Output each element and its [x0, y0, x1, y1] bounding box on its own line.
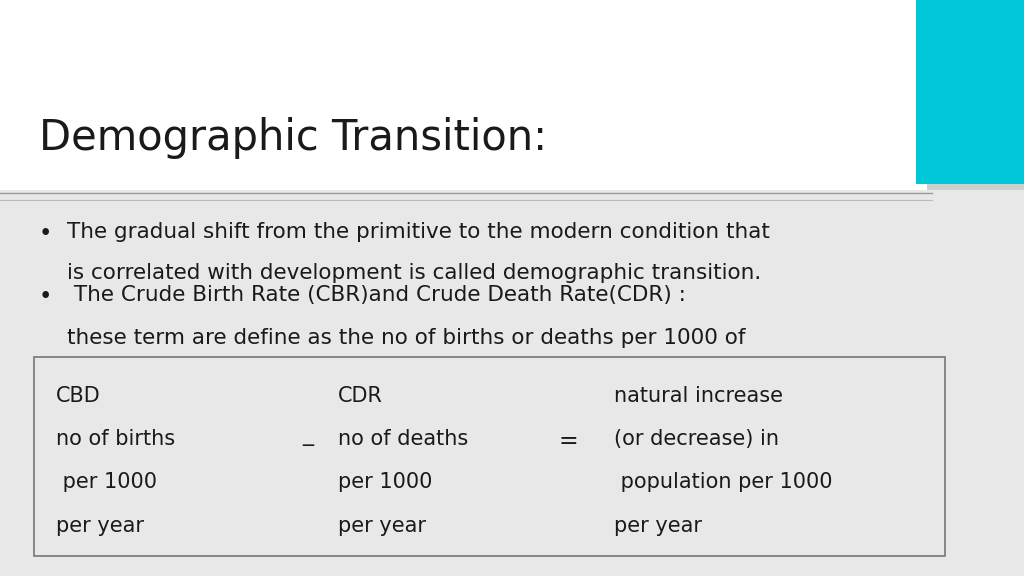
- Text: CDR: CDR: [338, 386, 383, 406]
- Text: is correlated with development is called demographic transition.: is correlated with development is called…: [67, 263, 761, 283]
- Text: per year: per year: [56, 516, 144, 536]
- Text: Demographic Transition:: Demographic Transition:: [39, 118, 547, 159]
- Text: population per 1000: population per 1000: [614, 472, 833, 492]
- Text: per year: per year: [614, 516, 702, 536]
- Text: per year: per year: [338, 516, 426, 536]
- Bar: [0, 0, 927, 190]
- Text: (or decrease) in: (or decrease) in: [614, 429, 779, 449]
- Text: per 1000: per 1000: [56, 472, 158, 492]
- Text: The gradual shift from the primitive to the modern condition that: The gradual shift from the primitive to …: [67, 222, 769, 242]
- Bar: [0, 190, 1024, 576]
- Text: CBD: CBD: [56, 386, 101, 406]
- Text: _: _: [302, 426, 313, 446]
- Text: no of births: no of births: [56, 429, 175, 449]
- Text: =: =: [558, 429, 578, 453]
- Text: natural increase: natural increase: [614, 386, 783, 406]
- Bar: [916, 0, 1024, 184]
- Text: •: •: [39, 285, 52, 308]
- FancyBboxPatch shape: [34, 357, 945, 556]
- Text: population per year.: population per year.: [67, 369, 284, 389]
- Text: •: •: [39, 222, 52, 245]
- Text: no of deaths: no of deaths: [338, 429, 468, 449]
- Text: these term are define as the no of births or deaths per 1000 of: these term are define as the no of birth…: [67, 328, 745, 348]
- Text: The Crude Birth Rate (CBR)and Crude Death Rate(CDR) :: The Crude Birth Rate (CBR)and Crude Deat…: [67, 285, 685, 305]
- Text: per 1000: per 1000: [338, 472, 432, 492]
